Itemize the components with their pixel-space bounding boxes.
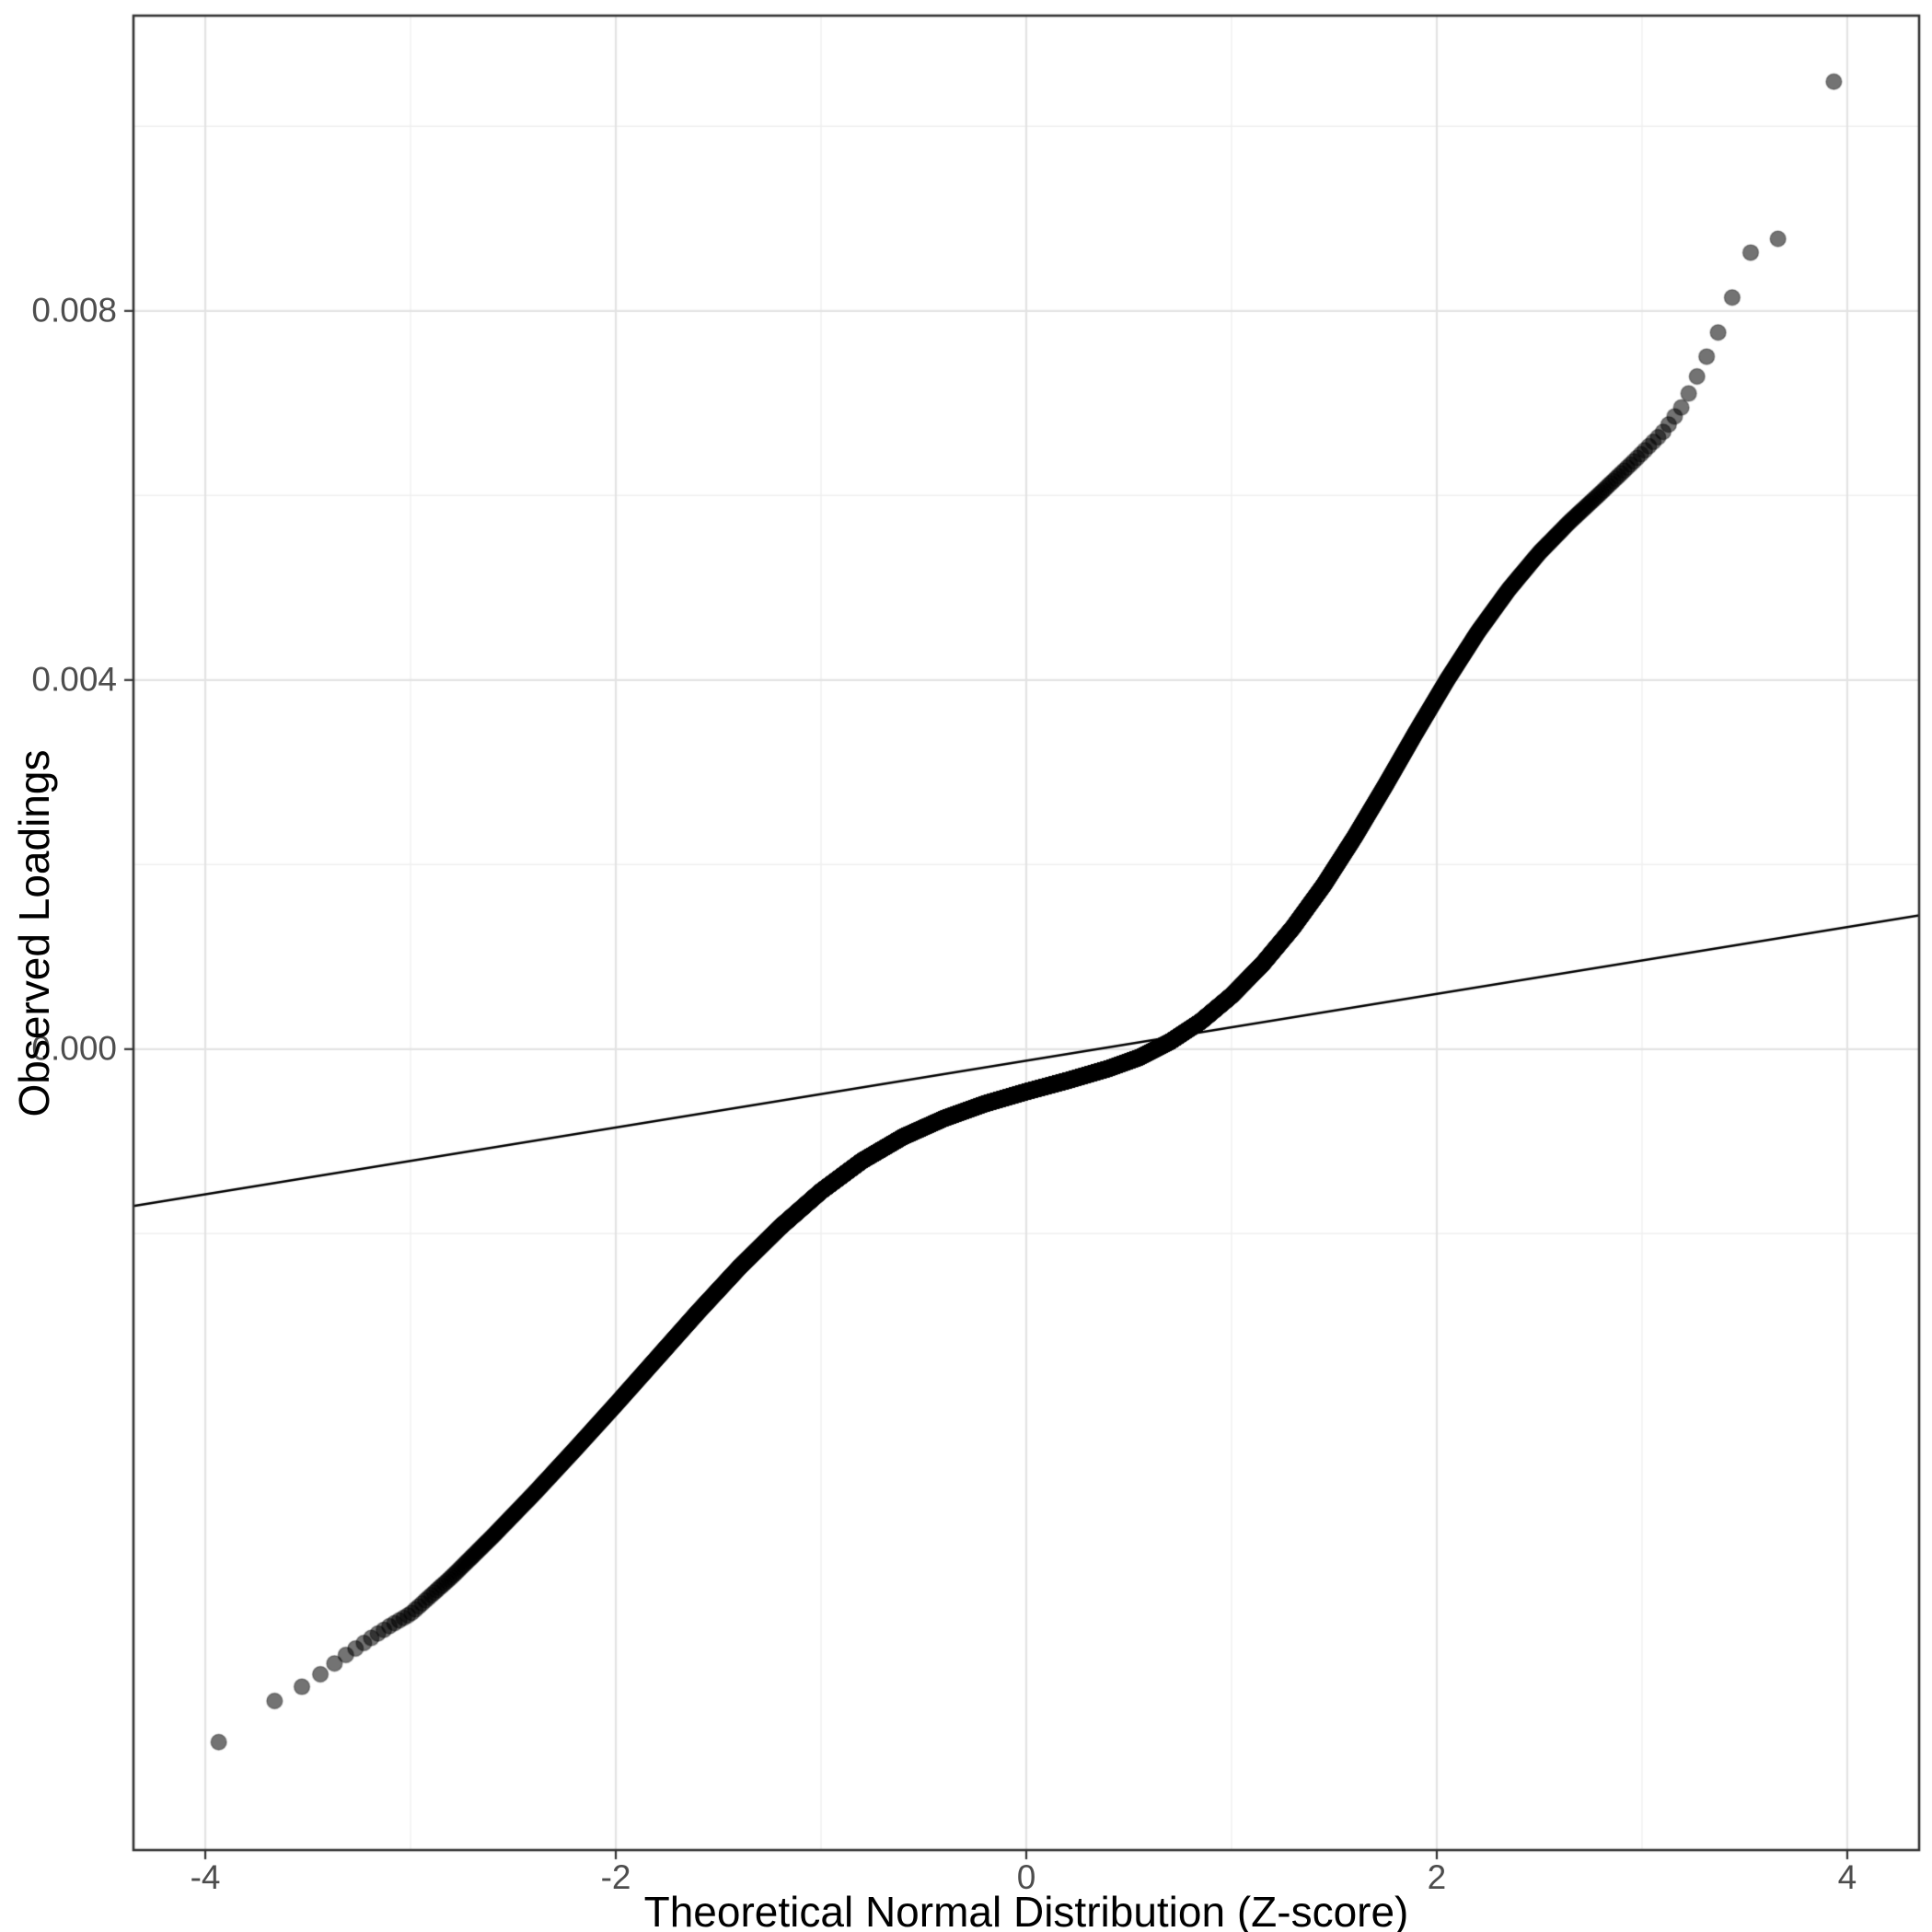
y-axis-title: Observed Loadings — [10, 749, 58, 1116]
x-tick-label: -4 — [190, 1858, 221, 1896]
x-tick-label: 4 — [1837, 1858, 1857, 1896]
x-axis-title: Theoretical Normal Distribution (Z-score… — [643, 1888, 1409, 1932]
y-tick-label: 0.000 — [31, 1029, 117, 1068]
x-tick-label: 0 — [1016, 1858, 1036, 1896]
y-tick-label: 0.008 — [31, 291, 117, 330]
x-tick-label: 2 — [1427, 1858, 1447, 1896]
x-tick-label: -2 — [600, 1858, 631, 1896]
y-tick-label: 0.004 — [31, 660, 117, 699]
